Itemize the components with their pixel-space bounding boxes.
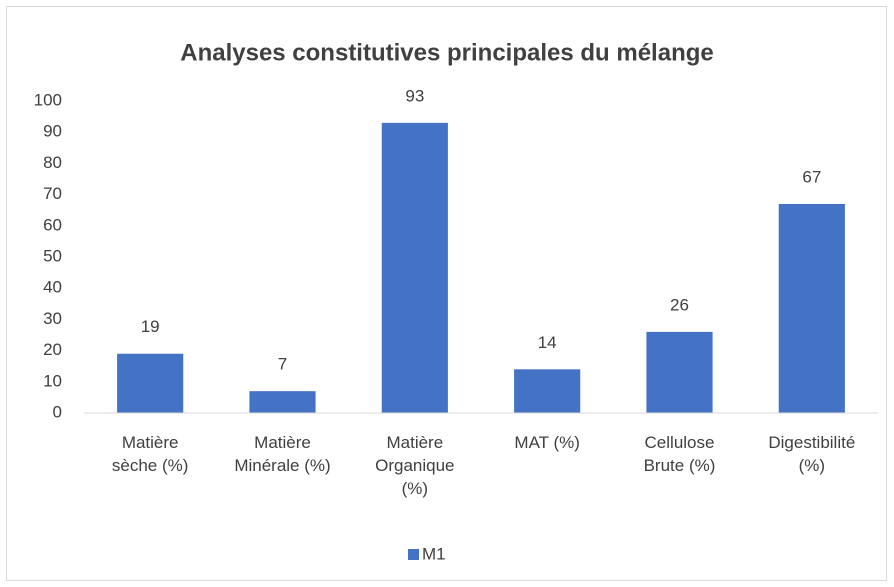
data-label: 67 xyxy=(802,167,821,186)
y-tick-label: 10 xyxy=(43,371,62,390)
x-tick-label: Digestibilité (%) xyxy=(768,433,856,475)
x-tick-label: Matière Minérale (%) xyxy=(234,433,331,475)
legend-label: M1 xyxy=(422,544,446,563)
y-tick-label: 30 xyxy=(43,309,62,328)
bar xyxy=(381,122,448,413)
legend-swatch xyxy=(408,549,419,560)
y-tick-label: 40 xyxy=(43,278,62,297)
y-tick-label: 80 xyxy=(43,153,62,172)
data-label: 26 xyxy=(670,295,689,314)
chart-title: Analyses constitutives principales du mé… xyxy=(180,39,714,66)
y-tick-label: 50 xyxy=(43,246,62,265)
bar xyxy=(514,369,581,413)
data-label: 7 xyxy=(278,355,287,374)
data-label: 19 xyxy=(141,317,160,336)
y-tick-label: 70 xyxy=(43,184,62,203)
x-tick-label: MAT (%) xyxy=(514,433,580,452)
y-tick-label: 20 xyxy=(43,340,62,359)
y-tick-label: 0 xyxy=(53,402,62,421)
y-tick-label: 60 xyxy=(43,215,62,234)
y-tick-label: 100 xyxy=(34,90,62,109)
bar xyxy=(646,331,713,413)
x-tick-label: Matière sèche (%) xyxy=(111,433,189,475)
y-tick-label: 90 xyxy=(43,122,62,141)
x-tick-label: Cellulose Brute (%) xyxy=(643,433,716,475)
x-tick-label: Matière Organique (%) xyxy=(375,433,455,498)
bar xyxy=(249,391,316,413)
data-label: 93 xyxy=(405,86,424,105)
data-label: 14 xyxy=(538,333,557,352)
bar xyxy=(778,203,845,413)
bar xyxy=(117,353,184,413)
